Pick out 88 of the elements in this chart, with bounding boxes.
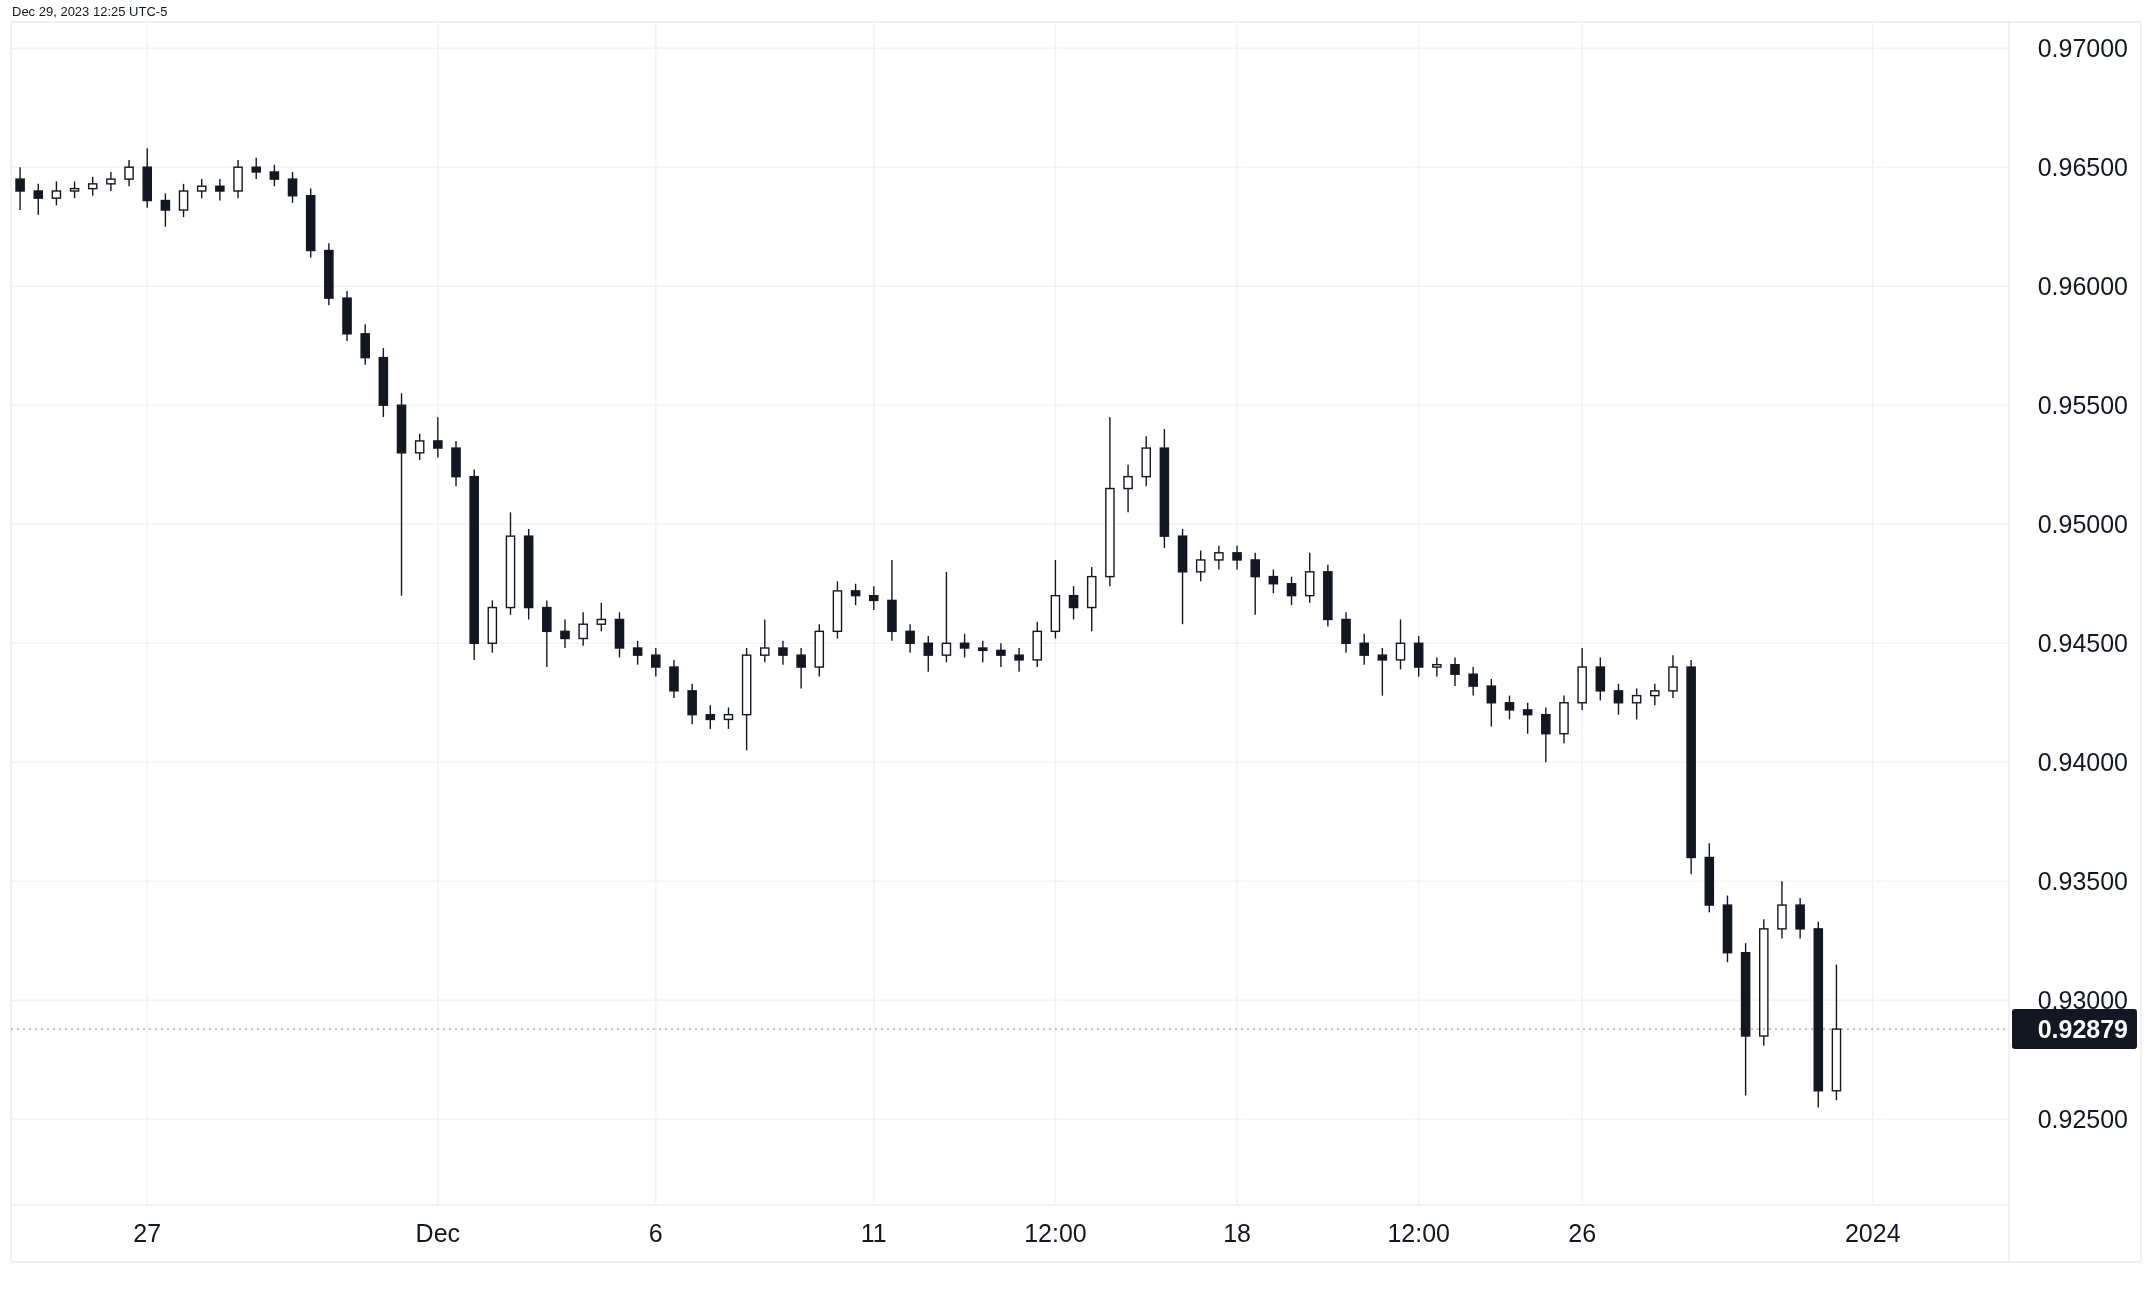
candlestick xyxy=(233,159,243,199)
candlestick xyxy=(1486,678,1497,728)
y-tick-label: 0.94500 xyxy=(2037,629,2128,657)
candlestick xyxy=(923,635,934,673)
candlestick xyxy=(196,178,207,199)
candlestick xyxy=(905,623,915,654)
x-tick-label: 12:00 xyxy=(1387,1219,1450,1247)
candlestick xyxy=(1468,666,1478,697)
y-tick-label: 0.95500 xyxy=(2037,390,2128,419)
candlestick xyxy=(1304,552,1315,604)
candlestick xyxy=(15,166,25,211)
candlestick xyxy=(1432,656,1442,678)
candlestick xyxy=(215,178,225,202)
candlestick xyxy=(51,180,62,206)
y-tick-label: 0.93500 xyxy=(2037,867,2128,896)
candlestick xyxy=(578,611,588,647)
candlestick xyxy=(632,640,643,666)
y-tick-label: 0.93000 xyxy=(2037,986,2128,1015)
x-tick-label: 27 xyxy=(133,1219,162,1247)
candlestick xyxy=(868,585,879,611)
candlestick xyxy=(1195,549,1206,583)
candlestick xyxy=(941,571,952,663)
y-tick-label: 0.96500 xyxy=(2037,152,2128,181)
candlestick xyxy=(414,433,425,461)
candlestick xyxy=(687,683,697,725)
x-tick-label: 2024 xyxy=(1844,1219,1901,1247)
x-tick-label: 6 xyxy=(648,1219,663,1247)
candlestick xyxy=(87,176,98,197)
candlestick xyxy=(1541,706,1551,763)
candlestick xyxy=(269,164,280,187)
candlestick xyxy=(1522,702,1533,735)
text: Dec 29, 2023 12:25 UTC-5 xyxy=(12,4,168,19)
candlestick xyxy=(760,618,770,663)
candlestick xyxy=(1777,880,1787,940)
x-tick-label: 18 xyxy=(1223,1219,1251,1247)
candlestick xyxy=(178,183,189,218)
candlestick xyxy=(1014,647,1024,673)
candlestick xyxy=(1795,897,1805,940)
candlestick xyxy=(1450,656,1460,687)
candlestick xyxy=(996,642,1006,668)
x-tick-label: Dec xyxy=(415,1219,461,1247)
candlestick xyxy=(160,192,171,228)
candlestick xyxy=(850,583,861,606)
candlestick xyxy=(1341,611,1351,654)
candlestick xyxy=(1504,694,1515,721)
candlestick xyxy=(705,704,716,730)
candlestick xyxy=(669,659,679,699)
candlestick xyxy=(1668,654,1678,699)
candlestick xyxy=(977,640,988,663)
x-tick-label: 12:00 xyxy=(1024,1219,1087,1247)
y-tick-label: 0.92500 xyxy=(2037,1105,2128,1134)
candlestick xyxy=(360,323,370,366)
x-tick-label: 26 xyxy=(1568,1219,1597,1247)
candlestick xyxy=(1413,635,1424,678)
candlestick xyxy=(1068,585,1079,621)
candlestick xyxy=(124,159,134,187)
candlestick xyxy=(106,171,116,192)
x-tick-label: 11 xyxy=(860,1219,887,1247)
candlestick xyxy=(1268,568,1279,594)
candlestick xyxy=(596,602,607,633)
candlestick xyxy=(1595,656,1606,702)
candlestick xyxy=(1232,544,1242,571)
candlestick xyxy=(1286,575,1297,606)
candlestick xyxy=(723,706,734,730)
candlestick xyxy=(1250,552,1260,616)
candlestick xyxy=(1123,464,1133,514)
candlestick xyxy=(1650,683,1660,706)
candlestick xyxy=(1631,687,1642,721)
y-tick-label: 0.97000 xyxy=(2037,33,2128,62)
candlestick xyxy=(1613,683,1624,716)
candlestick xyxy=(287,171,298,204)
candlestick xyxy=(433,416,443,459)
candlestick xyxy=(796,647,806,690)
candlestick xyxy=(1395,618,1406,671)
y-tick-label: 0.95000 xyxy=(2037,509,2128,538)
candlestick xyxy=(542,599,552,668)
y-tick-label: 0.96000 xyxy=(2037,271,2128,300)
y-tick-label: 0.94000 xyxy=(2037,748,2128,777)
candlestick xyxy=(778,640,788,666)
candlestick xyxy=(251,156,261,180)
candlestick xyxy=(560,618,570,649)
candlestick xyxy=(1377,647,1388,697)
candlestick xyxy=(1359,633,1369,666)
ref-line-label: 0.92879 xyxy=(2037,1014,2128,1043)
candlestick xyxy=(651,647,661,678)
candlestick xyxy=(1214,544,1224,571)
candlestick xyxy=(959,633,970,659)
candlestick xyxy=(33,183,44,216)
